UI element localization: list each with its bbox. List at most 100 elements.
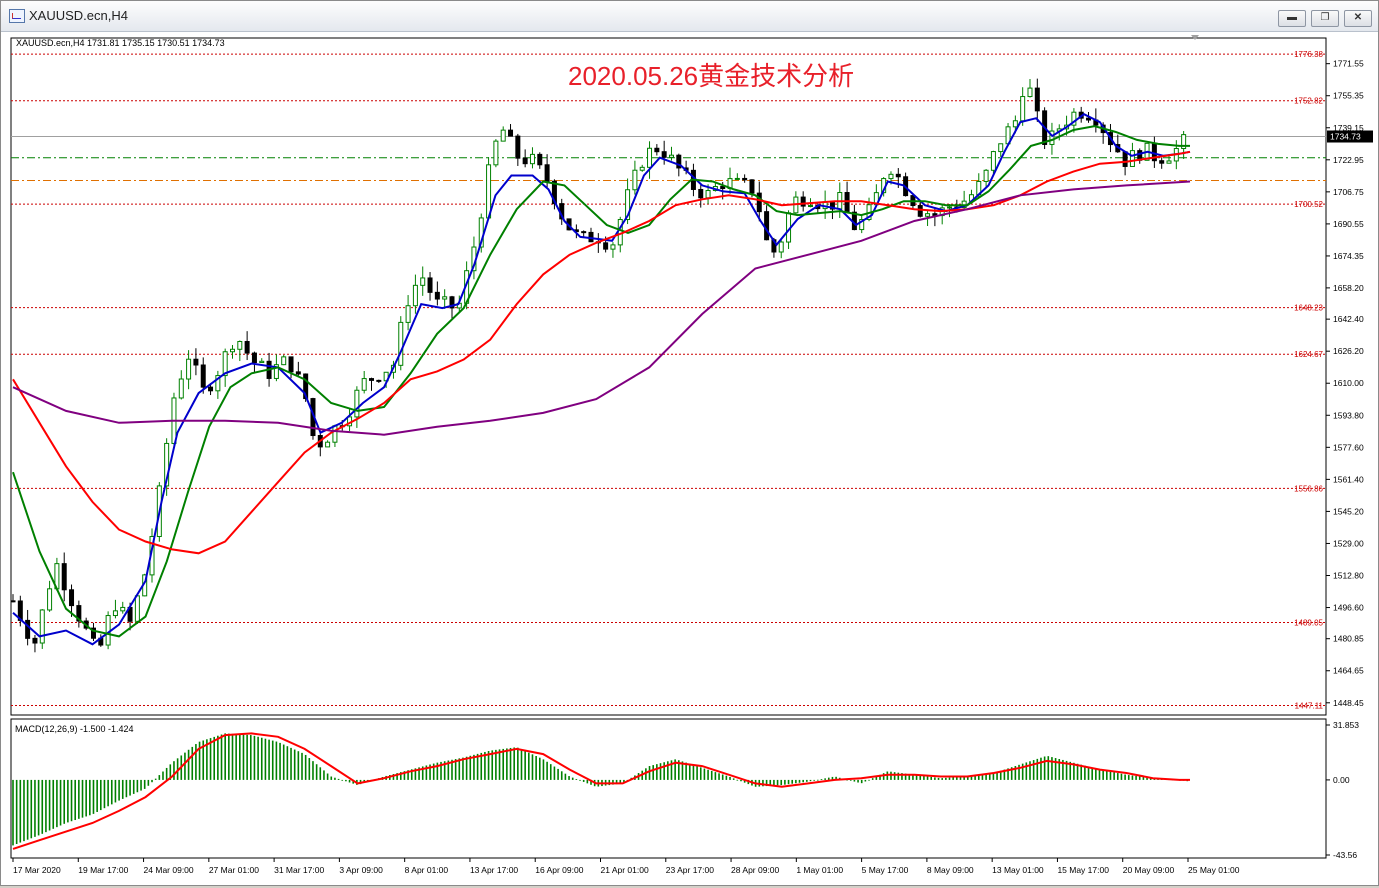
macd-bar (531, 754, 534, 780)
candle-body (698, 188, 704, 199)
candle-body (800, 196, 806, 207)
candle-body (668, 154, 674, 158)
candle-body (354, 389, 360, 418)
macd-bar (1109, 771, 1112, 780)
candle-body (844, 192, 850, 213)
macd-bar (312, 761, 314, 780)
macd-bar (81, 779, 84, 818)
ma-line-ma_slow (12, 150, 1191, 555)
macd-bar (645, 768, 647, 780)
macd-bar (849, 779, 852, 781)
macd-bar (506, 748, 508, 780)
macd-bar (1051, 757, 1053, 780)
macd-bar (56, 779, 58, 828)
candle-body (807, 205, 813, 208)
macd-bar (198, 741, 201, 780)
candle-body (25, 619, 31, 639)
macd-bar (564, 773, 567, 780)
candle-body (69, 589, 75, 607)
candle-body (1049, 130, 1055, 145)
candle-body (1181, 134, 1187, 150)
ma-line-ma_mid (12, 125, 1190, 638)
macd-bar (802, 779, 804, 783)
macd-bar (1062, 759, 1064, 780)
candle-body (610, 244, 616, 250)
macd-bar (414, 768, 417, 780)
macd-bar (440, 761, 442, 780)
macd-bar (864, 779, 867, 782)
price-tick-label: 1626.20 (1333, 346, 1364, 356)
macd-bar (140, 779, 142, 791)
price-tick-label: 1464.65 (1333, 666, 1364, 676)
time-tick-label: 13 Apr 17:00 (470, 865, 518, 875)
macd-bar (893, 772, 896, 780)
macd-tick-label: -43.56 (1333, 850, 1357, 860)
price-tick-label: 1771.55 (1333, 59, 1364, 69)
macd-bar (268, 739, 270, 780)
macd-bar (173, 761, 175, 780)
macd-bar (187, 749, 190, 780)
candle-body (1034, 87, 1040, 112)
macd-bar (52, 779, 55, 829)
candle-body (208, 386, 214, 392)
macd-bar (103, 779, 106, 809)
macd-bar (871, 778, 874, 780)
macd-bar (956, 777, 958, 780)
macd-bar (465, 756, 468, 780)
macd-bar (425, 765, 428, 780)
macd-bar (648, 766, 651, 780)
candle-body (551, 180, 557, 205)
candle-body (734, 177, 740, 180)
macd-bar (213, 736, 216, 780)
price-chart[interactable]: 1776.38 1752.82 1700.52 1648.23 1624.67 1556.… (8, 33, 1374, 883)
candle-body (1159, 160, 1165, 164)
macd-bar (1054, 758, 1057, 780)
macd-bar (1091, 767, 1093, 780)
candle-body (654, 147, 660, 153)
candle-body (251, 352, 257, 364)
symbol-info: XAUUSD.ecn,H4 1731.81 1735.15 1730.51 17… (16, 38, 225, 48)
macd-bar (290, 747, 292, 780)
candle-body (10, 600, 16, 603)
macd-bar (915, 775, 918, 780)
macd-bar (557, 768, 559, 780)
macd-bar (813, 779, 815, 781)
candle-body (412, 284, 418, 307)
candle-body (222, 351, 228, 377)
macd-bar (959, 776, 962, 780)
macd-bar (286, 746, 289, 780)
time-axis: 17 Mar 2020 19 Mar 17:00 24 Mar 09:00 27 Ma… (12, 858, 1240, 875)
candle-body (661, 151, 667, 158)
macd-bar (301, 752, 303, 780)
macd-bar (151, 779, 153, 783)
macd-bar (1003, 769, 1006, 780)
horizontal-levels: 1776.38 1752.82 1700.52 1648.23 1624.67 1556.… (11, 50, 1326, 710)
macd-bar (23, 779, 25, 842)
macd-bar (454, 759, 457, 780)
macd-bar (110, 779, 113, 805)
restore-button[interactable]: ❐ (1311, 10, 1339, 27)
macd-bar (319, 767, 322, 780)
macd-bar (403, 771, 406, 780)
macd-bar (999, 770, 1002, 780)
close-button[interactable]: ✕ (1344, 10, 1372, 27)
title-bar[interactable]: XAUUSD.ecn,H4 ▬ ❐ ✕ (1, 1, 1378, 32)
macd-bar (1116, 773, 1119, 780)
candle-body (1012, 120, 1018, 128)
macd-bar (15, 779, 18, 844)
macd-bar (835, 776, 837, 780)
minimize-button[interactable]: ▬ (1278, 10, 1306, 27)
macd-bar (1149, 777, 1152, 780)
macd-bar (582, 779, 585, 782)
candle-body (778, 241, 784, 253)
chart-area[interactable]: 1776.38 1752.82 1700.52 1648.23 1624.67 1556.… (8, 33, 1374, 883)
candle-body (676, 154, 682, 169)
macd-bar (901, 773, 903, 780)
macd-bar (853, 779, 856, 782)
candle-body (134, 595, 140, 622)
macd-bar (12, 779, 14, 846)
candle-body (1086, 117, 1092, 121)
candle-body (603, 242, 609, 250)
candle-body (537, 153, 543, 166)
macd-bar (904, 773, 907, 780)
